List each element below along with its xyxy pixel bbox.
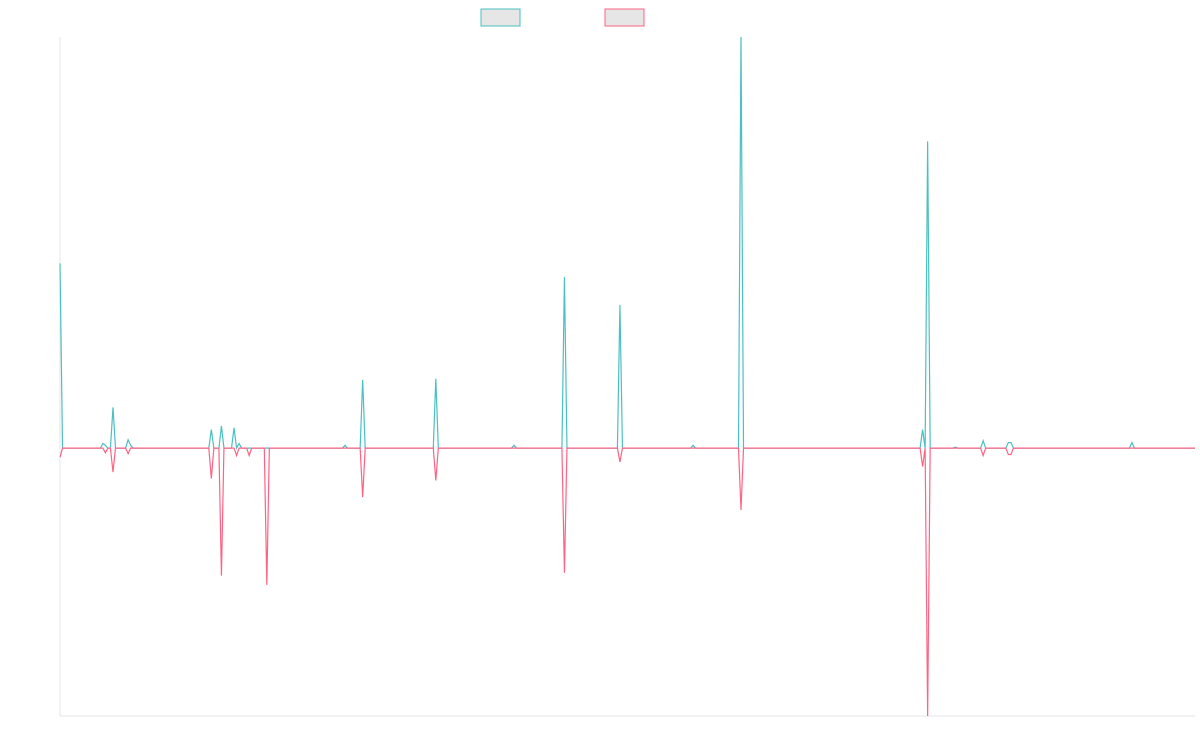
series-line-2 <box>59 447 1195 717</box>
legend <box>480 8 645 27</box>
legend-swatch-2[interactable] <box>604 8 645 27</box>
axes <box>59 37 1195 717</box>
legend-swatch-1[interactable] <box>480 8 521 27</box>
series-line-1 <box>59 36 1195 451</box>
plot-area <box>59 36 1195 717</box>
